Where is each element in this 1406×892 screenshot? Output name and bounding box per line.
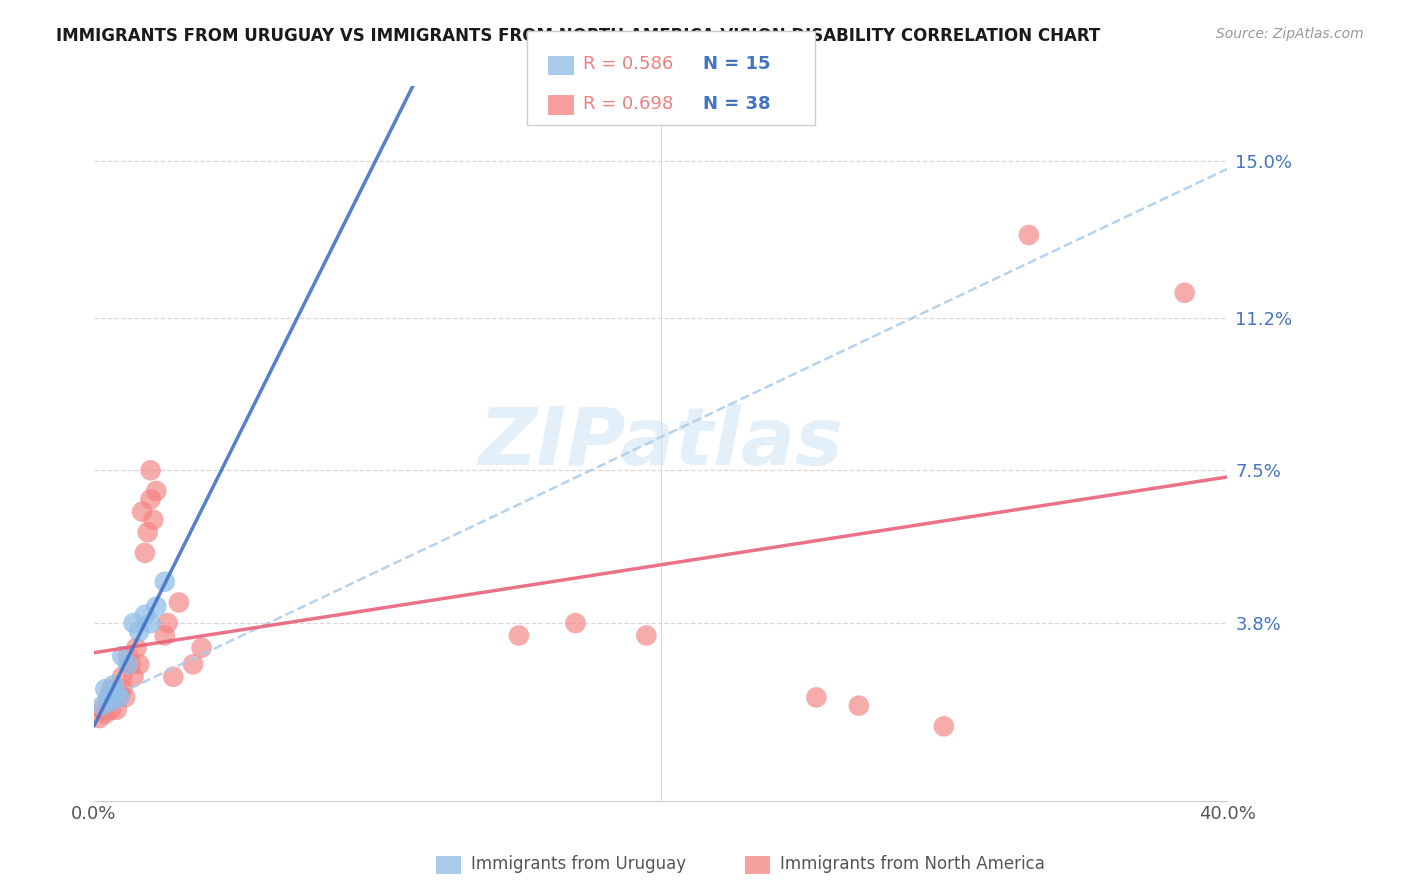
Point	[139, 492, 162, 507]
Point	[636, 628, 658, 642]
Point	[1174, 285, 1197, 300]
Point	[111, 649, 134, 664]
Point	[100, 694, 122, 708]
Point	[97, 694, 120, 708]
Point	[145, 483, 167, 498]
Point	[100, 703, 122, 717]
Point	[139, 463, 162, 477]
Text: IMMIGRANTS FROM URUGUAY VS IMMIGRANTS FROM NORTH AMERICA VISION DISABILITY CORRE: IMMIGRANTS FROM URUGUAY VS IMMIGRANTS FR…	[56, 27, 1101, 45]
Text: R = 0.698: R = 0.698	[583, 95, 673, 113]
Point	[190, 640, 212, 655]
Point	[131, 505, 153, 519]
Point	[128, 657, 150, 672]
Point	[181, 657, 204, 672]
Point	[94, 706, 117, 721]
Point	[97, 690, 120, 705]
Point	[167, 595, 190, 609]
Point	[932, 719, 955, 733]
Point	[117, 657, 139, 672]
Point	[134, 607, 156, 622]
Text: R = 0.586: R = 0.586	[583, 55, 673, 73]
Point	[91, 698, 114, 713]
Point	[120, 657, 142, 672]
Point	[153, 628, 176, 642]
Point	[122, 616, 145, 631]
Point	[806, 690, 828, 705]
Point	[134, 546, 156, 560]
Text: Immigrants from Uruguay: Immigrants from Uruguay	[471, 855, 686, 873]
Text: N = 15: N = 15	[703, 55, 770, 73]
Point	[128, 624, 150, 639]
Point	[105, 703, 128, 717]
Text: Source: ZipAtlas.com: Source: ZipAtlas.com	[1216, 27, 1364, 41]
Text: ZIPatlas: ZIPatlas	[478, 404, 844, 483]
Point	[564, 616, 586, 631]
Point	[100, 682, 122, 697]
Point	[108, 686, 131, 700]
Point	[105, 686, 128, 700]
Point	[91, 703, 114, 717]
Point	[139, 616, 162, 631]
Point	[848, 698, 870, 713]
Text: Immigrants from North America: Immigrants from North America	[780, 855, 1045, 873]
Point	[142, 513, 165, 527]
Point	[114, 690, 136, 705]
Point	[117, 649, 139, 664]
Point	[103, 690, 125, 705]
Point	[1018, 227, 1040, 242]
Point	[125, 640, 148, 655]
Point	[153, 574, 176, 589]
Text: N = 38: N = 38	[703, 95, 770, 113]
Point	[103, 678, 125, 692]
Point	[111, 682, 134, 697]
Point	[89, 711, 111, 725]
Point	[108, 690, 131, 705]
Point	[162, 670, 184, 684]
Point	[508, 628, 530, 642]
Point	[111, 670, 134, 684]
Point	[145, 599, 167, 614]
Point	[156, 616, 179, 631]
Point	[94, 682, 117, 697]
Point	[122, 670, 145, 684]
Point	[136, 525, 159, 540]
